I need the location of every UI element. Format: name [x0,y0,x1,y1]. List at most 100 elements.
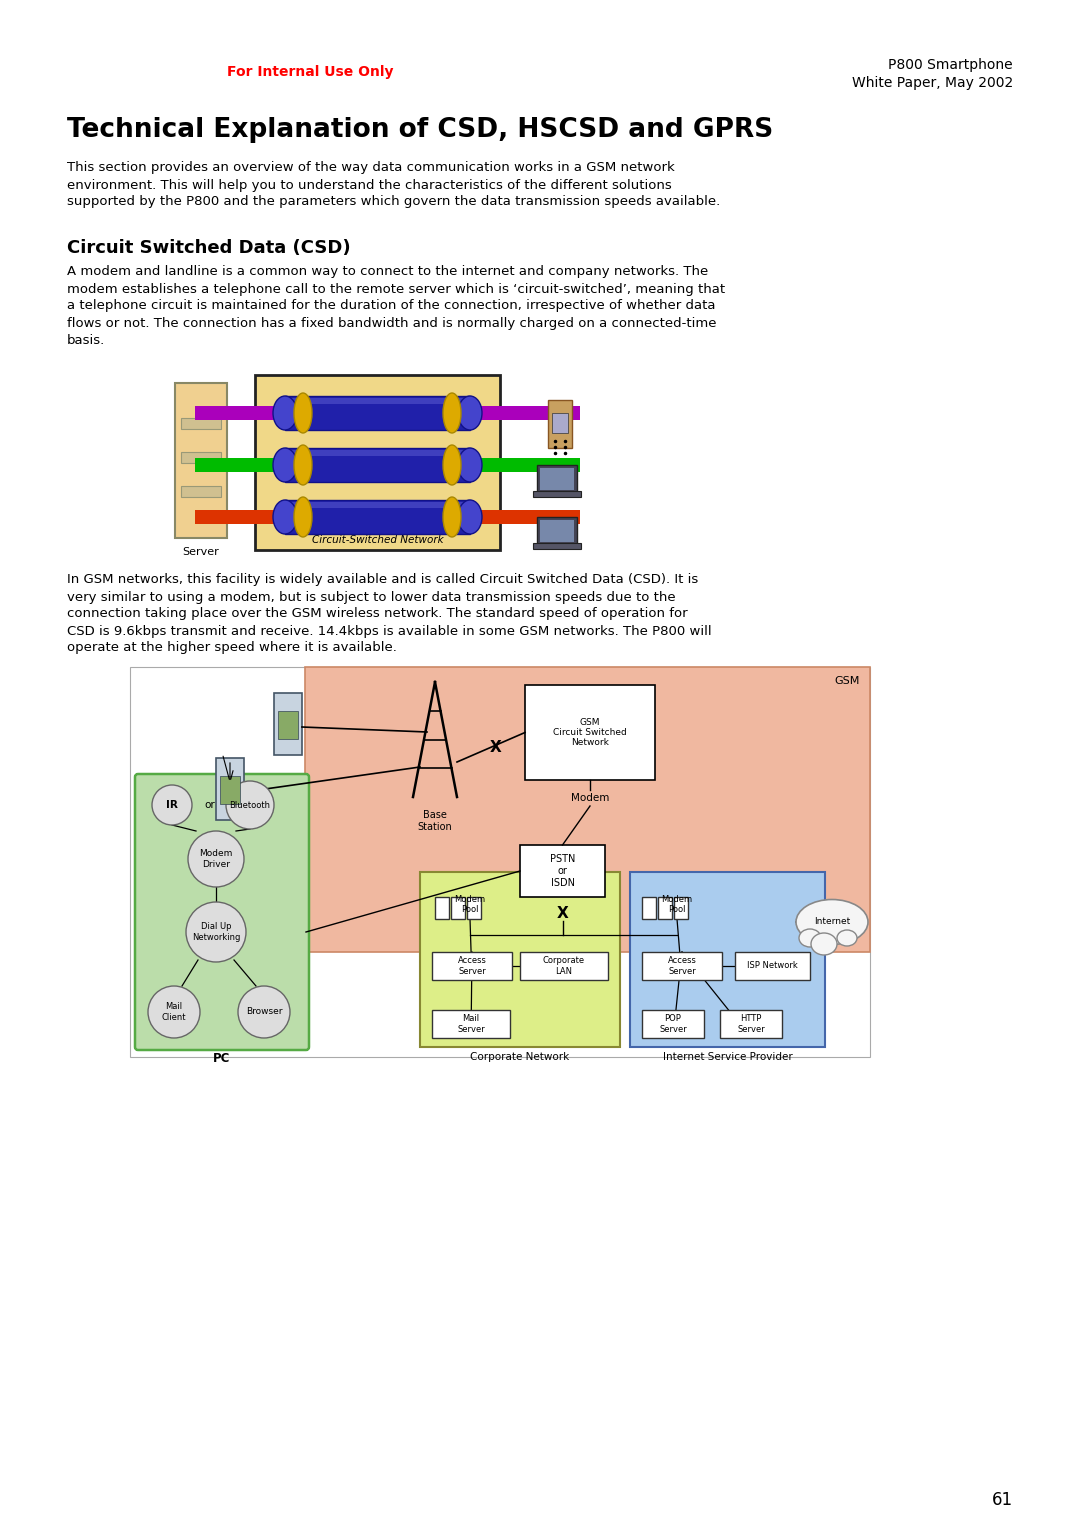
Bar [285,396,470,429]
Bar [420,872,620,1047]
Bar [285,500,470,533]
Text: Technical Explanation of CSD, HSCSD and GPRS: Technical Explanation of CSD, HSCSD and … [67,118,773,144]
Text: White Paper, May 2002: White Paper, May 2002 [852,76,1013,90]
Bar [537,465,577,494]
Bar [540,520,573,542]
Text: 61: 61 [991,1491,1013,1510]
Ellipse shape [273,448,297,481]
FancyBboxPatch shape [135,775,309,1050]
Text: ISP Network: ISP Network [747,961,798,970]
Text: Browser: Browser [246,1007,282,1016]
Text: Modem: Modem [571,793,609,804]
Circle shape [186,902,246,963]
Bar [720,1010,782,1038]
Text: HTTP
Server: HTTP Server [738,1015,765,1034]
Bar [181,452,221,463]
Text: Modem
Pool: Modem Pool [455,895,486,914]
Bar [674,897,688,918]
Text: Dial Up
Networking: Dial Up Networking [192,923,240,941]
Bar [548,400,572,448]
Text: For Internal Use Only: For Internal Use Only [227,66,393,79]
Bar [181,419,221,429]
Ellipse shape [273,500,297,533]
Bar [195,458,580,472]
Text: Modem
Pool: Modem Pool [661,895,692,914]
Text: Internet: Internet [814,917,850,926]
Bar [451,897,465,918]
Bar [181,486,221,497]
Bar [255,374,500,550]
Text: Mail
Client: Mail Client [162,1002,186,1022]
Text: a telephone circuit is maintained for the duration of the connection, irrespecti: a telephone circuit is maintained for th… [67,299,715,313]
Bar [291,397,465,403]
Text: In GSM networks, this facility is widely available and is called Circuit Switche: In GSM networks, this facility is widely… [67,573,699,587]
Bar [130,668,870,1057]
Bar [216,758,244,821]
Text: Access
Server: Access Server [667,957,697,976]
Bar [291,503,465,507]
Bar [175,384,227,538]
Text: Server: Server [183,547,219,558]
Text: P800 Smartphone: P800 Smartphone [889,58,1013,72]
Text: This section provides an overview of the way data communication works in a GSM n: This section provides an overview of the… [67,162,675,174]
Text: PC: PC [214,1053,231,1065]
Bar [220,776,240,804]
Text: POP
Server: POP Server [659,1015,687,1034]
Text: A modem and landline is a common way to connect to the internet and company netw: A modem and landline is a common way to … [67,266,708,278]
Ellipse shape [294,393,312,432]
Text: flows or not. The connection has a fixed bandwidth and is normally charged on a : flows or not. The connection has a fixed… [67,316,716,330]
Ellipse shape [458,500,482,533]
Circle shape [152,785,192,825]
Text: or: or [204,801,215,810]
Ellipse shape [796,900,868,944]
Bar [534,542,581,549]
Ellipse shape [811,934,837,955]
Text: Modem
Driver: Modem Driver [200,850,232,869]
Bar [658,897,672,918]
Bar [519,845,605,897]
Ellipse shape [443,445,461,484]
Bar [537,516,577,545]
Circle shape [226,781,274,830]
Text: GSM
Circuit Switched
Network: GSM Circuit Switched Network [553,718,626,747]
Text: Corporate Network: Corporate Network [471,1051,569,1062]
Text: basis.: basis. [67,333,105,347]
Bar [467,897,481,918]
Bar [432,952,512,979]
Ellipse shape [273,396,297,429]
Bar [525,685,654,779]
Bar [552,413,568,432]
Bar [642,1010,704,1038]
Bar [735,952,810,979]
Text: GSM: GSM [835,675,860,686]
Text: Circuit Switched Data (CSD): Circuit Switched Data (CSD) [67,238,351,257]
Text: environment. This will help you to understand the characteristics of the differe: environment. This will help you to under… [67,179,672,191]
Bar [195,406,580,420]
Bar [195,510,580,524]
Bar [285,448,470,481]
Bar [291,451,465,455]
Text: operate at the higher speed where it is available.: operate at the higher speed where it is … [67,642,396,654]
Text: Mail
Server: Mail Server [457,1015,485,1034]
Circle shape [238,986,291,1038]
Bar [630,872,825,1047]
Bar [435,897,449,918]
Text: Access
Server: Access Server [458,957,486,976]
Text: IR: IR [166,801,178,810]
Ellipse shape [294,445,312,484]
Text: CSD is 9.6kbps transmit and receive. 14.4kbps is available in some GSM networks.: CSD is 9.6kbps transmit and receive. 14.… [67,625,712,637]
Bar [432,1010,510,1038]
Bar [519,952,608,979]
Bar [534,490,581,497]
Ellipse shape [294,497,312,536]
Text: X: X [490,740,502,755]
Text: modem establishes a telephone call to the remote server which is ‘circuit-switch: modem establishes a telephone call to th… [67,283,725,295]
Bar [274,694,302,755]
Bar [642,897,656,918]
Ellipse shape [458,396,482,429]
Text: Circuit-Switched Network: Circuit-Switched Network [312,535,443,545]
Bar [278,711,298,740]
Ellipse shape [458,448,482,481]
Circle shape [188,831,244,886]
Ellipse shape [799,929,821,947]
